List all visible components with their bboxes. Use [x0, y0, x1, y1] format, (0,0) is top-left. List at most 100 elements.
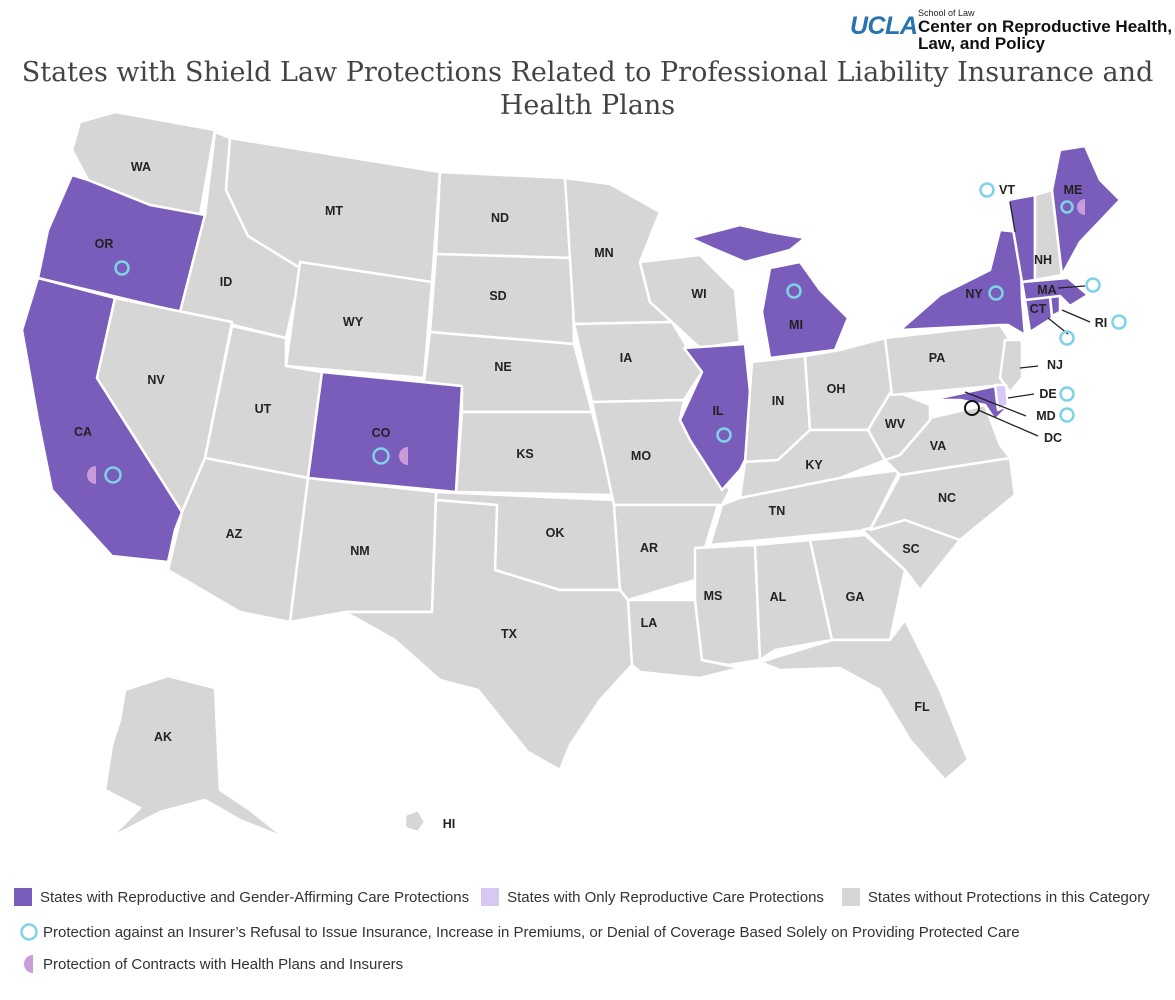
state-il[interactable] [678, 342, 757, 492]
legend-swatch-none [841, 888, 860, 906]
state-ks[interactable] [454, 410, 616, 497]
label-ky: KY [805, 458, 823, 472]
state-ma[interactable] [1020, 276, 1090, 308]
ring-me [1060, 200, 1074, 214]
ring-ny [988, 285, 1004, 301]
ring-il [716, 427, 732, 443]
map-title: States with Shield Law Protections Relat… [21, 57, 1154, 121]
label-la: LA [641, 616, 658, 630]
label-ct: CT [1030, 302, 1047, 316]
label-fl: FL [914, 700, 930, 714]
ring-de [1059, 386, 1075, 402]
ring-or [114, 260, 130, 276]
legend-row-categories: States with Reproductive and Gender-Affi… [14, 888, 1150, 906]
label-or: OR [95, 237, 114, 251]
label-wy: WY [343, 315, 364, 329]
label-mo: MO [631, 449, 651, 463]
dc-locator [964, 400, 980, 416]
legend-row-insurer: Protection against an Insurer’s Refusal … [19, 922, 1020, 942]
state-nj[interactable] [998, 338, 1024, 394]
label-nj: NJ [1047, 358, 1063, 372]
state-fl[interactable] [758, 618, 970, 782]
legend-ring-icon [20, 923, 38, 941]
label-mi: MI [789, 318, 803, 332]
label-nc: NC [938, 491, 956, 505]
legend-row-contracts: Protection of Contracts with Health Plan… [19, 954, 403, 974]
state-ga[interactable] [808, 533, 907, 642]
label-sd: SD [489, 289, 506, 303]
insurer-protection-markers [104, 182, 1127, 484]
label-ga: GA [846, 590, 865, 604]
ring-ca [104, 466, 122, 484]
label-va: VA [930, 439, 946, 453]
label-ia: IA [620, 351, 633, 365]
ring-md [1059, 407, 1075, 423]
label-al: AL [770, 590, 787, 604]
logo-ucla-text: UCLA [850, 12, 918, 40]
label-tn: TN [769, 504, 786, 518]
state-tx[interactable] [343, 498, 634, 772]
ring-mi [786, 283, 802, 299]
label-vt: VT [999, 183, 1015, 197]
ring-vt [979, 182, 995, 198]
label-mt: MT [325, 204, 343, 218]
label-me: ME [1064, 183, 1083, 197]
us-map: WA OR CA ID NV MT WY UT AZ CO NM ND SD N… [20, 110, 1127, 840]
label-nd: ND [491, 211, 509, 225]
label-ne: NE [494, 360, 511, 374]
logo-center-name: Center on Reproductive Health, Law, and … [918, 18, 1172, 52]
ring-ma [1085, 277, 1101, 293]
legend-swatch-repro-gender [14, 888, 32, 906]
legend-swatch-repro-only [481, 888, 500, 906]
legend-label-repro-only: States with Only Reproductive Care Prote… [507, 888, 824, 906]
legend-half-circle-icon [24, 955, 33, 973]
half-me [1077, 199, 1085, 215]
label-id: ID [220, 275, 233, 289]
ring-co [372, 447, 390, 465]
label-ny: NY [965, 287, 983, 301]
label-il: IL [712, 404, 723, 418]
label-co: CO [372, 426, 391, 440]
label-pa: PA [929, 351, 945, 365]
ucla-logo: UCLA School of Law Center on Reproductiv… [850, 6, 1172, 52]
label-ca: CA [74, 425, 92, 439]
label-in: IN [772, 394, 785, 408]
label-ri: RI [1095, 316, 1108, 330]
state-labels: WA OR CA ID NV MT WY UT AZ CO NM ND SD N… [74, 160, 1107, 831]
state-ms[interactable] [693, 543, 762, 667]
state-mi-lower[interactable] [760, 260, 850, 360]
state-ny[interactable] [898, 228, 1027, 337]
label-ks: KS [516, 447, 533, 461]
label-wi: WI [691, 287, 706, 301]
label-de: DE [1039, 387, 1056, 401]
state-al[interactable] [753, 538, 834, 662]
half-ca [87, 466, 96, 484]
ring-ct [1059, 330, 1075, 346]
label-sc: SC [902, 542, 919, 556]
state-ar[interactable] [612, 503, 720, 602]
label-ma: MA [1037, 283, 1056, 297]
label-wv: WV [885, 417, 906, 431]
label-md: MD [1036, 409, 1055, 423]
logo-center-line2: Law, and Policy [918, 34, 1045, 53]
legend-label-contracts: Protection of Contracts with Health Plan… [43, 955, 404, 973]
ring-ri [1111, 314, 1127, 330]
logo-school-text: School of Law [918, 8, 975, 18]
label-tx: TX [501, 627, 518, 641]
label-ak: AK [154, 730, 172, 744]
state-ri[interactable] [1048, 294, 1062, 318]
label-az: AZ [226, 527, 243, 541]
label-ar: AR [640, 541, 658, 555]
leader-lines [964, 201, 1091, 437]
state-ia[interactable] [572, 320, 704, 404]
state-mi-upper[interactable] [688, 223, 807, 264]
state-hi[interactable] [403, 808, 427, 834]
label-nh: NH [1034, 253, 1052, 267]
state-me[interactable] [1050, 144, 1122, 277]
legend-label-repro-gender: States with Reproductive and Gender-Affi… [40, 888, 470, 906]
logo-center-line1: Center on Reproductive Health, [918, 17, 1173, 36]
label-ms: MS [704, 589, 723, 603]
state-de[interactable] [993, 383, 1010, 412]
label-nv: NV [147, 373, 165, 387]
state-ak[interactable] [103, 674, 287, 840]
